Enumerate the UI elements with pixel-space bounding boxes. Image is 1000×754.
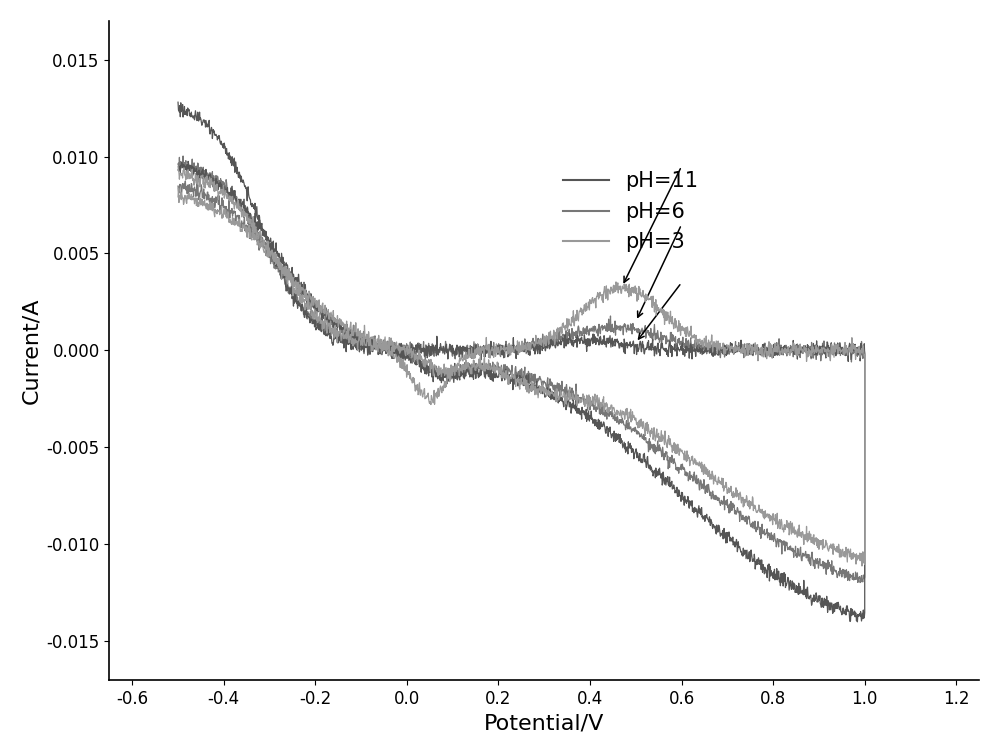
Legend: pH=11, pH=6, pH=3: pH=11, pH=6, pH=3 bbox=[555, 163, 707, 261]
Y-axis label: Current/A: Current/A bbox=[21, 297, 41, 403]
X-axis label: Potential/V: Potential/V bbox=[484, 713, 604, 733]
